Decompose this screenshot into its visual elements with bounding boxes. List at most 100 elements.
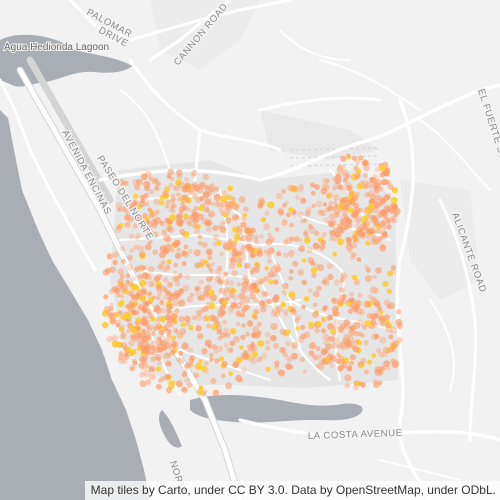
data-point xyxy=(320,209,327,216)
data-point xyxy=(229,289,235,295)
data-point xyxy=(390,265,397,271)
data-point xyxy=(142,223,150,231)
data-point xyxy=(328,200,334,206)
data-point xyxy=(364,264,370,270)
data-point xyxy=(223,292,228,297)
data-point xyxy=(385,322,393,329)
data-point xyxy=(166,174,172,179)
data-point xyxy=(364,320,372,327)
data-point xyxy=(204,315,211,321)
data-point xyxy=(372,378,379,385)
data-point xyxy=(352,202,359,209)
data-point xyxy=(173,263,178,268)
data-point xyxy=(385,195,391,201)
map-attribution[interactable]: Map tiles by Carto, under CC BY 3.0. Dat… xyxy=(84,481,500,500)
data-point xyxy=(152,198,160,206)
data-point xyxy=(166,226,172,232)
data-point xyxy=(129,248,135,253)
data-point xyxy=(283,312,289,317)
data-point xyxy=(178,299,186,307)
data-point xyxy=(106,336,113,343)
data-point xyxy=(324,356,330,362)
data-point xyxy=(376,211,384,219)
data-point xyxy=(171,317,177,323)
data-point xyxy=(118,281,124,288)
data-point xyxy=(184,363,191,369)
data-point xyxy=(377,306,383,312)
data-point xyxy=(270,334,277,342)
data-point xyxy=(139,217,146,224)
data-point xyxy=(356,257,362,262)
data-point xyxy=(184,315,191,323)
data-point xyxy=(143,180,151,188)
data-point xyxy=(232,336,240,343)
data-point xyxy=(181,371,187,378)
data-point xyxy=(372,215,380,222)
data-point xyxy=(167,296,173,302)
data-point xyxy=(338,355,344,361)
data-point xyxy=(294,318,300,323)
data-point xyxy=(169,198,175,204)
data-point xyxy=(166,353,172,358)
data-point xyxy=(381,224,387,230)
data-point xyxy=(149,316,156,322)
data-point xyxy=(145,379,152,385)
data-point xyxy=(130,348,137,355)
data-point xyxy=(260,306,267,313)
data-point xyxy=(288,207,294,213)
data-point xyxy=(231,214,239,221)
data-point xyxy=(103,294,109,300)
data-point xyxy=(249,288,255,294)
data-point xyxy=(136,178,143,186)
data-point xyxy=(370,235,378,243)
data-point xyxy=(340,345,346,351)
data-point xyxy=(229,340,236,347)
data-point xyxy=(176,247,181,253)
data-point xyxy=(347,308,353,314)
data-point xyxy=(275,266,282,272)
data-point xyxy=(193,371,200,378)
data-point xyxy=(209,352,214,358)
data-point xyxy=(106,253,114,260)
data-point xyxy=(169,349,176,356)
data-point xyxy=(251,283,257,288)
data-point xyxy=(350,173,358,181)
data-point xyxy=(347,184,354,191)
data-point xyxy=(259,234,264,239)
data-point xyxy=(162,248,169,255)
data-point xyxy=(166,387,172,394)
data-point xyxy=(229,328,237,335)
data-point xyxy=(336,166,344,174)
data-point xyxy=(292,185,298,192)
data-point xyxy=(242,212,248,218)
data-point xyxy=(378,310,384,315)
data-point xyxy=(199,258,206,266)
data-point xyxy=(376,348,382,354)
data-point xyxy=(121,258,126,264)
data-point xyxy=(134,184,140,191)
data-point xyxy=(331,297,337,303)
data-point xyxy=(240,312,246,318)
data-point xyxy=(388,334,394,340)
data-point xyxy=(385,193,392,199)
data-point xyxy=(240,234,247,242)
data-point xyxy=(114,288,120,294)
data-point xyxy=(157,335,163,341)
data-point xyxy=(201,241,208,248)
data-point xyxy=(236,282,242,287)
data-point xyxy=(171,208,176,214)
data-point xyxy=(339,287,345,293)
data-point xyxy=(369,198,375,205)
data-point xyxy=(346,199,353,205)
data-point xyxy=(312,302,318,308)
data-point xyxy=(126,328,132,334)
data-point xyxy=(385,318,390,324)
data-point xyxy=(379,315,386,323)
data-point xyxy=(267,271,275,278)
data-point xyxy=(262,300,269,307)
data-point xyxy=(171,335,177,340)
data-point xyxy=(157,360,163,366)
data-point xyxy=(165,199,171,205)
data-point xyxy=(358,155,364,161)
